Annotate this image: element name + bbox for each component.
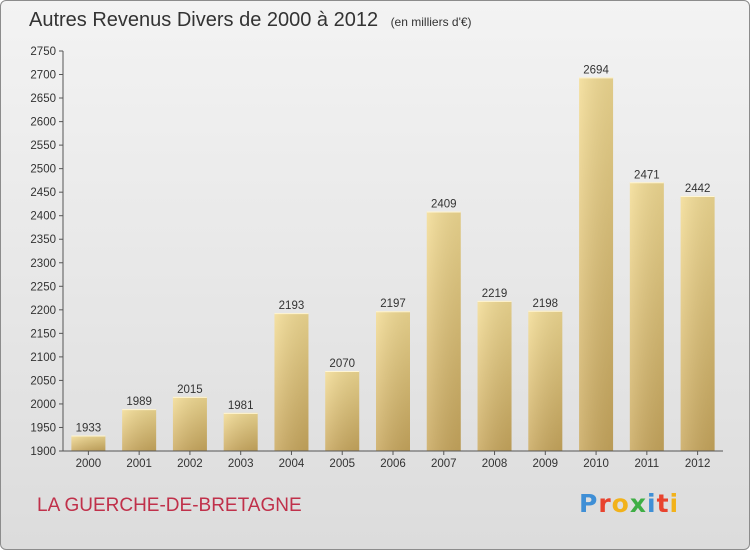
- logo-letter: x: [629, 489, 647, 518]
- proxiti-logo: Proxiti: [579, 489, 679, 518]
- bar-shade-2003: [223, 412, 258, 451]
- bar-shade-2004: [274, 313, 309, 451]
- logo-letter: r: [598, 489, 612, 518]
- chart-title: Autres Revenus Divers de 2000 à 2012: [29, 9, 379, 31]
- bar-shade-2012: [680, 195, 715, 451]
- x-tick-label: 2003: [228, 458, 254, 470]
- bar-shade-2006: [376, 311, 410, 451]
- bar-value-label: 2070: [329, 358, 355, 370]
- bar-value-label: 2193: [279, 300, 305, 312]
- bar-shade-2000: [71, 435, 106, 451]
- y-tick-label: 2650: [30, 93, 56, 105]
- bar-shade-2008: [477, 300, 512, 451]
- logo-letter: P: [579, 489, 599, 518]
- y-axis: 1900 1950 2000 2050 2100 2150 2200 2250 2300 2350…: [30, 46, 64, 458]
- bars: 1933 1989 2015 1981 2193 2070 2197 2409 2219 2198…: [71, 64, 715, 452]
- bar-value-label: 2015: [177, 384, 203, 396]
- bar-shade-2010: [579, 77, 614, 452]
- x-tick-label: 2000: [76, 458, 102, 470]
- chart-title-block: Autres Revenus Divers de 2000 à 2012 (en…: [29, 9, 472, 32]
- y-tick-label: 2600: [30, 117, 56, 129]
- bar-shade-2001: [122, 409, 157, 451]
- bar-shade-2009: [528, 310, 563, 451]
- x-tick-label: 2012: [685, 458, 711, 470]
- y-tick-label: 2350: [30, 234, 56, 246]
- x-axis: 2000 2001 2002 2003 2004 2005 2006 2007 2008 2009…: [63, 450, 723, 470]
- y-tick-label: 2250: [30, 281, 56, 293]
- logo-letter: i: [669, 489, 680, 518]
- y-tick-label: 2100: [30, 352, 56, 364]
- x-tick-label: 2008: [482, 458, 508, 470]
- logo-letter: i: [647, 489, 657, 518]
- bar-value-label: 1981: [228, 400, 254, 412]
- x-tick-label: 2004: [279, 458, 305, 470]
- y-tick-label: 2050: [30, 375, 56, 387]
- x-tick-label: 2011: [634, 458, 659, 470]
- bar-value-label: 1933: [76, 422, 102, 434]
- y-tick-label: 2150: [30, 328, 56, 340]
- bar-shade-2005: [325, 371, 360, 451]
- logo-letter: o: [611, 489, 630, 518]
- bar-shade-2011: [629, 182, 664, 451]
- x-tick-label: 2002: [177, 458, 203, 470]
- bar-shade-2007: [426, 211, 461, 451]
- x-tick-label: 2007: [431, 458, 457, 470]
- y-tick-label: 2550: [30, 140, 56, 152]
- y-tick-label: 1950: [30, 422, 56, 434]
- y-tick-label: 2450: [30, 187, 56, 199]
- chart-subtitle: (en milliers d'€): [390, 15, 472, 29]
- location-label: LA GUERCHE-DE-BRETAGNE: [37, 495, 302, 516]
- bar-value-label: 2471: [634, 169, 660, 181]
- y-tick-label: 2300: [30, 258, 56, 270]
- bar-value-label: 2442: [685, 183, 711, 195]
- x-tick-label: 2005: [329, 458, 355, 470]
- y-tick-label: 2500: [30, 164, 56, 176]
- y-tick-label: 2400: [30, 211, 56, 223]
- bar-value-label: 2219: [482, 288, 508, 300]
- x-tick-label: 2010: [583, 458, 609, 470]
- bar-value-label: 2198: [533, 298, 559, 310]
- bar-value-label: 2694: [583, 64, 609, 76]
- y-tick-label: 2200: [30, 305, 56, 317]
- logo-letter: t: [656, 489, 670, 518]
- x-tick-label: 2001: [126, 458, 152, 470]
- bar-value-label: 1989: [126, 396, 152, 408]
- bar-shade-2002: [172, 396, 207, 451]
- x-tick-label: 2006: [380, 458, 406, 470]
- y-tick-label: 2750: [30, 46, 56, 58]
- y-tick-label: 2700: [30, 70, 56, 82]
- bar-value-label: 2409: [431, 198, 457, 210]
- bar-value-label: 2197: [380, 298, 406, 310]
- y-tick-label: 2000: [30, 399, 56, 411]
- y-tick-label: 1900: [30, 446, 56, 458]
- x-tick-label: 2009: [533, 458, 559, 470]
